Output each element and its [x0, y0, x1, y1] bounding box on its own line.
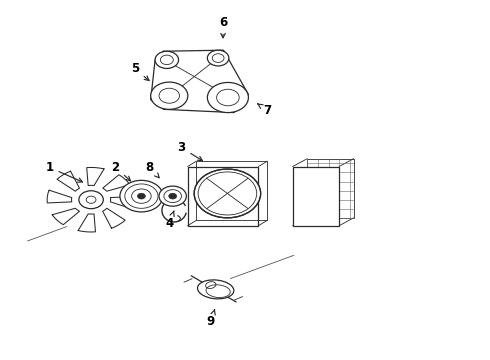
Circle shape [138, 193, 146, 199]
Circle shape [207, 50, 229, 66]
Text: 2: 2 [111, 161, 130, 181]
Text: 1: 1 [46, 161, 82, 182]
Circle shape [151, 82, 188, 109]
Circle shape [169, 193, 176, 199]
Text: 4: 4 [165, 211, 174, 230]
Text: 7: 7 [258, 104, 271, 117]
Circle shape [159, 186, 186, 206]
Polygon shape [293, 167, 339, 226]
Polygon shape [307, 159, 354, 218]
Circle shape [79, 191, 103, 209]
Circle shape [207, 82, 248, 113]
Text: 5: 5 [131, 62, 149, 81]
Text: 8: 8 [146, 161, 159, 178]
Circle shape [155, 51, 178, 68]
Text: 6: 6 [219, 16, 227, 38]
Circle shape [194, 169, 261, 218]
Circle shape [120, 180, 163, 212]
Ellipse shape [197, 280, 234, 299]
Text: 9: 9 [207, 310, 215, 328]
Text: 3: 3 [177, 141, 202, 161]
